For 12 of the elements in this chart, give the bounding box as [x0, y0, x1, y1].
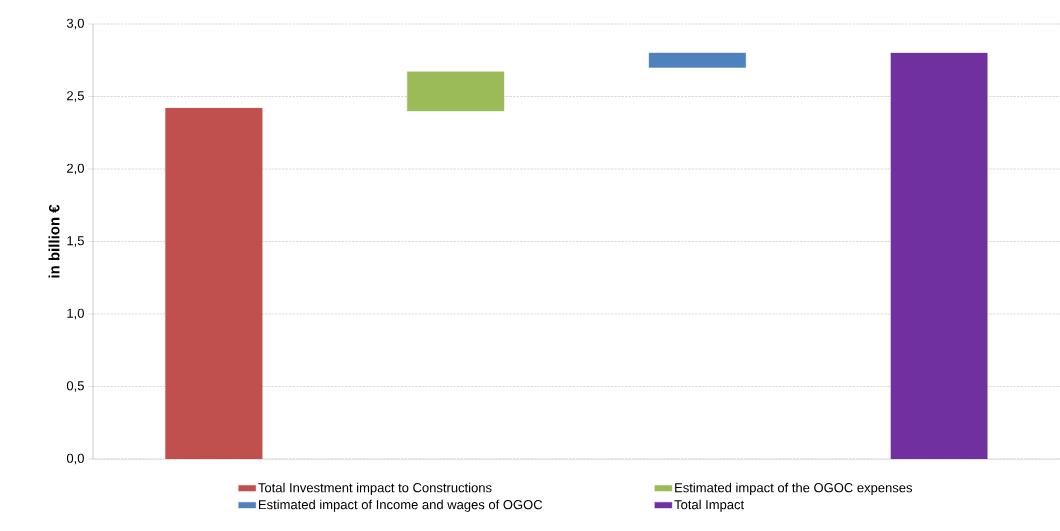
y-tick-label: 3,0 [66, 18, 84, 30]
legend-label: Total Impact [674, 499, 745, 512]
legend-label: Total Investment impact to Constructions [258, 482, 492, 495]
y-tick-label: 2,0 [67, 163, 84, 175]
y-tick-label: 2,5 [67, 91, 84, 102]
y-tick-label: 0,5 [66, 381, 84, 392]
y-axis-title: in billion € [48, 204, 60, 278]
legend-label: Estimated impact of the OGOC expenses [675, 482, 913, 495]
y-tick-label: 0,0 [66, 453, 84, 465]
y-tick-label: 1,5 [67, 236, 84, 247]
legend-label: Estimated impact of Income and wages of OGOC [259, 499, 543, 512]
y-tick-label: 1,0 [67, 308, 84, 320]
